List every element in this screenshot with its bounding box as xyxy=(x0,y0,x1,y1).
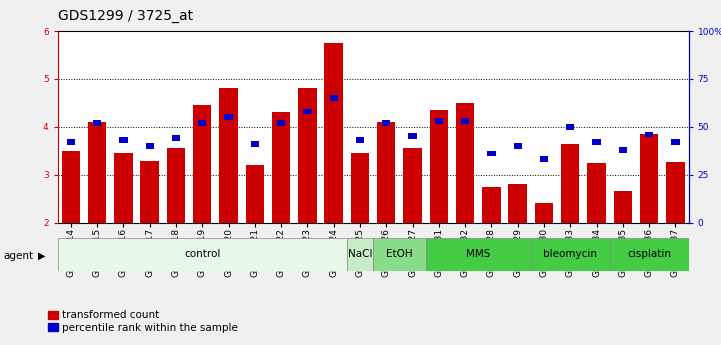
Bar xyxy=(403,148,422,223)
Text: NaCl: NaCl xyxy=(348,249,372,259)
Bar xyxy=(619,147,627,152)
Bar xyxy=(456,103,474,223)
Bar xyxy=(198,120,206,126)
Bar xyxy=(167,148,185,223)
Bar xyxy=(566,124,575,130)
Text: MMS: MMS xyxy=(466,249,490,259)
Bar xyxy=(272,112,291,223)
Bar xyxy=(487,151,495,157)
Bar xyxy=(172,135,180,141)
Text: ▶: ▶ xyxy=(37,251,45,261)
Text: cisplatin: cisplatin xyxy=(627,249,671,259)
Bar xyxy=(430,110,448,223)
Bar xyxy=(614,191,632,223)
Bar xyxy=(141,161,159,223)
Bar xyxy=(347,238,373,271)
Bar xyxy=(508,184,527,223)
Bar xyxy=(461,118,469,124)
Bar xyxy=(482,187,500,223)
Bar xyxy=(671,139,680,145)
Bar xyxy=(531,238,610,271)
Bar xyxy=(93,120,101,126)
Bar xyxy=(193,105,211,223)
Text: GDS1299 / 3725_at: GDS1299 / 3725_at xyxy=(58,9,193,23)
Bar xyxy=(119,137,128,143)
Bar xyxy=(219,89,238,223)
Bar xyxy=(88,122,106,223)
Bar xyxy=(540,157,548,162)
Bar xyxy=(588,163,606,223)
Bar xyxy=(298,89,317,223)
Bar xyxy=(351,153,369,223)
Bar xyxy=(58,238,347,271)
Bar xyxy=(561,144,580,223)
Bar xyxy=(246,165,264,223)
Bar xyxy=(251,141,259,147)
Bar xyxy=(666,162,685,223)
Bar xyxy=(277,120,286,126)
Bar xyxy=(645,131,653,137)
Bar xyxy=(408,134,417,139)
Text: control: control xyxy=(184,249,221,259)
Bar xyxy=(304,109,311,114)
Bar xyxy=(224,114,233,120)
Bar xyxy=(61,151,80,223)
Bar xyxy=(435,118,443,124)
Bar xyxy=(610,238,689,271)
Bar xyxy=(356,137,364,143)
Bar xyxy=(146,143,154,149)
Bar xyxy=(425,238,531,271)
Text: bleomycin: bleomycin xyxy=(543,249,597,259)
Bar xyxy=(382,120,390,126)
Bar xyxy=(373,238,425,271)
Bar xyxy=(377,122,395,223)
Bar xyxy=(593,139,601,145)
Bar xyxy=(513,143,522,149)
Bar xyxy=(324,43,343,223)
Bar xyxy=(114,153,133,223)
Legend: transformed count, percentile rank within the sample: transformed count, percentile rank withi… xyxy=(48,310,238,333)
Text: agent: agent xyxy=(4,251,34,261)
Bar xyxy=(640,134,658,223)
Text: EtOH: EtOH xyxy=(386,249,412,259)
Bar xyxy=(535,203,553,223)
Bar xyxy=(66,139,75,145)
Bar xyxy=(329,95,338,101)
